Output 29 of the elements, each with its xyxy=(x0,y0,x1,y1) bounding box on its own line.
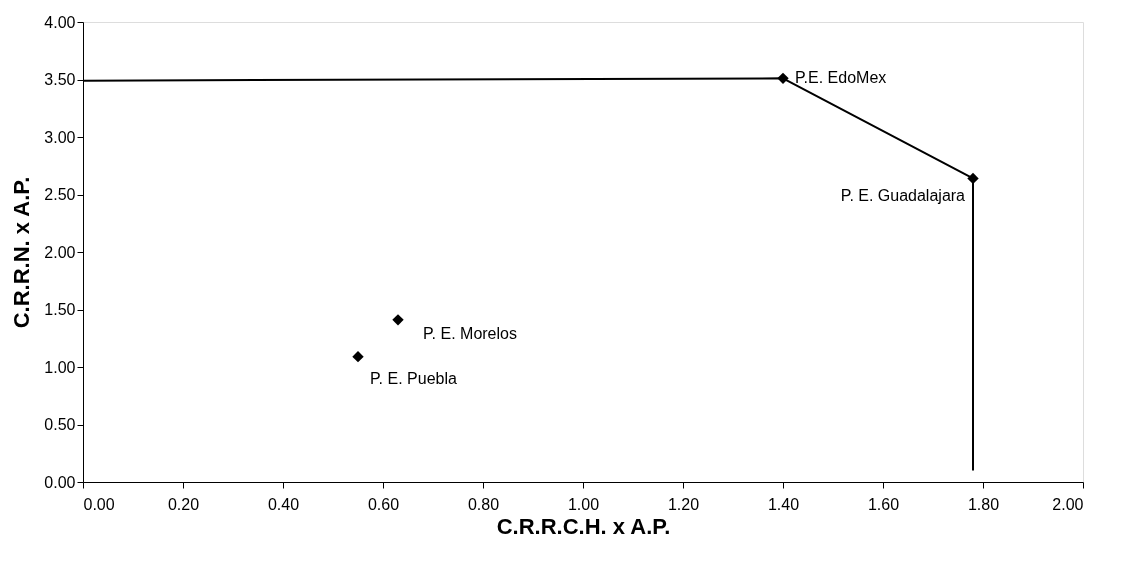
y-tick-label: 3.00 xyxy=(44,128,76,146)
annotation: P. E. Guadalajara xyxy=(840,187,966,205)
x-tick-label: 2.00 xyxy=(1052,495,1084,513)
y-tick-label: 1.50 xyxy=(44,301,76,318)
y-tick-label: 4.00 xyxy=(44,13,76,31)
point xyxy=(352,350,364,363)
x-tick-label: 0.40 xyxy=(267,495,300,513)
x-tick-label: 0.00 xyxy=(83,495,115,513)
annotation: P. E. Puebla xyxy=(370,369,457,387)
y-axis-title: C.R.R.N. x A.P. xyxy=(9,176,35,329)
y-tick-label: 2.00 xyxy=(44,243,76,261)
y-tick-label: 0.00 xyxy=(44,473,76,491)
x-tick-label: 1.60 xyxy=(867,495,900,513)
point xyxy=(777,72,789,85)
x-tick-label: 1.20 xyxy=(667,495,700,513)
annotation: P. E. Morelos xyxy=(423,324,517,342)
x-tick-label: 1.80 xyxy=(967,495,1000,513)
x-tick-label: 0.80 xyxy=(467,495,500,513)
y-tick-label: 0.50 xyxy=(44,416,76,433)
x-tick-label: 0.20 xyxy=(167,495,200,513)
x-tick-label: 1.40 xyxy=(767,495,800,513)
annotation: P.E. EdoMex xyxy=(795,69,887,87)
x-tick-label: 0.60 xyxy=(367,495,400,513)
y-tick-label: 2.50 xyxy=(44,186,76,203)
x-tick-label: 1.00 xyxy=(567,495,600,513)
y-tick-label: 3.50 xyxy=(44,71,76,88)
y-tick-label: 1.00 xyxy=(44,358,76,376)
point xyxy=(392,314,404,326)
x-axis-title: C.R.R.C.H. x A.P. xyxy=(496,513,671,539)
